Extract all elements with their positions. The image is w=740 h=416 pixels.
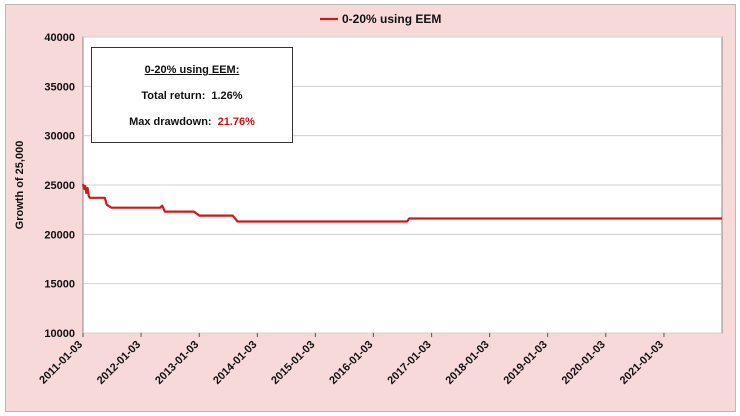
y-tick-label: 35000 [44, 81, 75, 93]
x-tick-label: 2011-01-03 [37, 339, 85, 387]
x-tick-label: 2021-01-03 [618, 339, 666, 387]
max-drawdown-label: Max drawdown: [129, 116, 212, 128]
x-tick-label: 2014-01-03 [211, 339, 259, 387]
max-drawdown-value: 21.76% [217, 116, 255, 128]
stats-title: 0-20% using EEM: [144, 64, 240, 76]
max-drawdown-row: Max drawdown: 21.76% [92, 116, 292, 128]
x-tick-label: 2019-01-03 [502, 339, 550, 387]
stats-box: 0-20% using EEM: Total return: 1.26% Max … [91, 47, 293, 143]
y-tick-label: 20000 [44, 229, 75, 241]
y-axis-label: Growth of 25,000 [14, 141, 26, 230]
x-tick-label: 2016-01-03 [327, 339, 375, 387]
total-return-value: 1.26% [211, 90, 243, 102]
y-tick-label: 10000 [44, 328, 75, 340]
legend-label: 0-20% using EEM [342, 12, 441, 26]
x-tick-label: 2020-01-03 [560, 339, 608, 387]
total-return-row: Total return: 1.26% [92, 90, 292, 102]
y-tick-label: 15000 [44, 279, 75, 291]
series-line [81, 183, 722, 223]
y-tick-label: 25000 [44, 180, 75, 192]
total-return-label: Total return: [141, 90, 206, 102]
x-tick-label: 2017-01-03 [385, 339, 433, 387]
x-tick-label: 2013-01-03 [153, 339, 201, 387]
x-tick-label: 2012-01-03 [95, 339, 143, 387]
x-tick-label: 2018-01-03 [443, 339, 491, 387]
y-tick-label: 40000 [44, 32, 75, 44]
y-tick-label: 30000 [44, 131, 75, 143]
x-tick-label: 2015-01-03 [269, 339, 317, 387]
